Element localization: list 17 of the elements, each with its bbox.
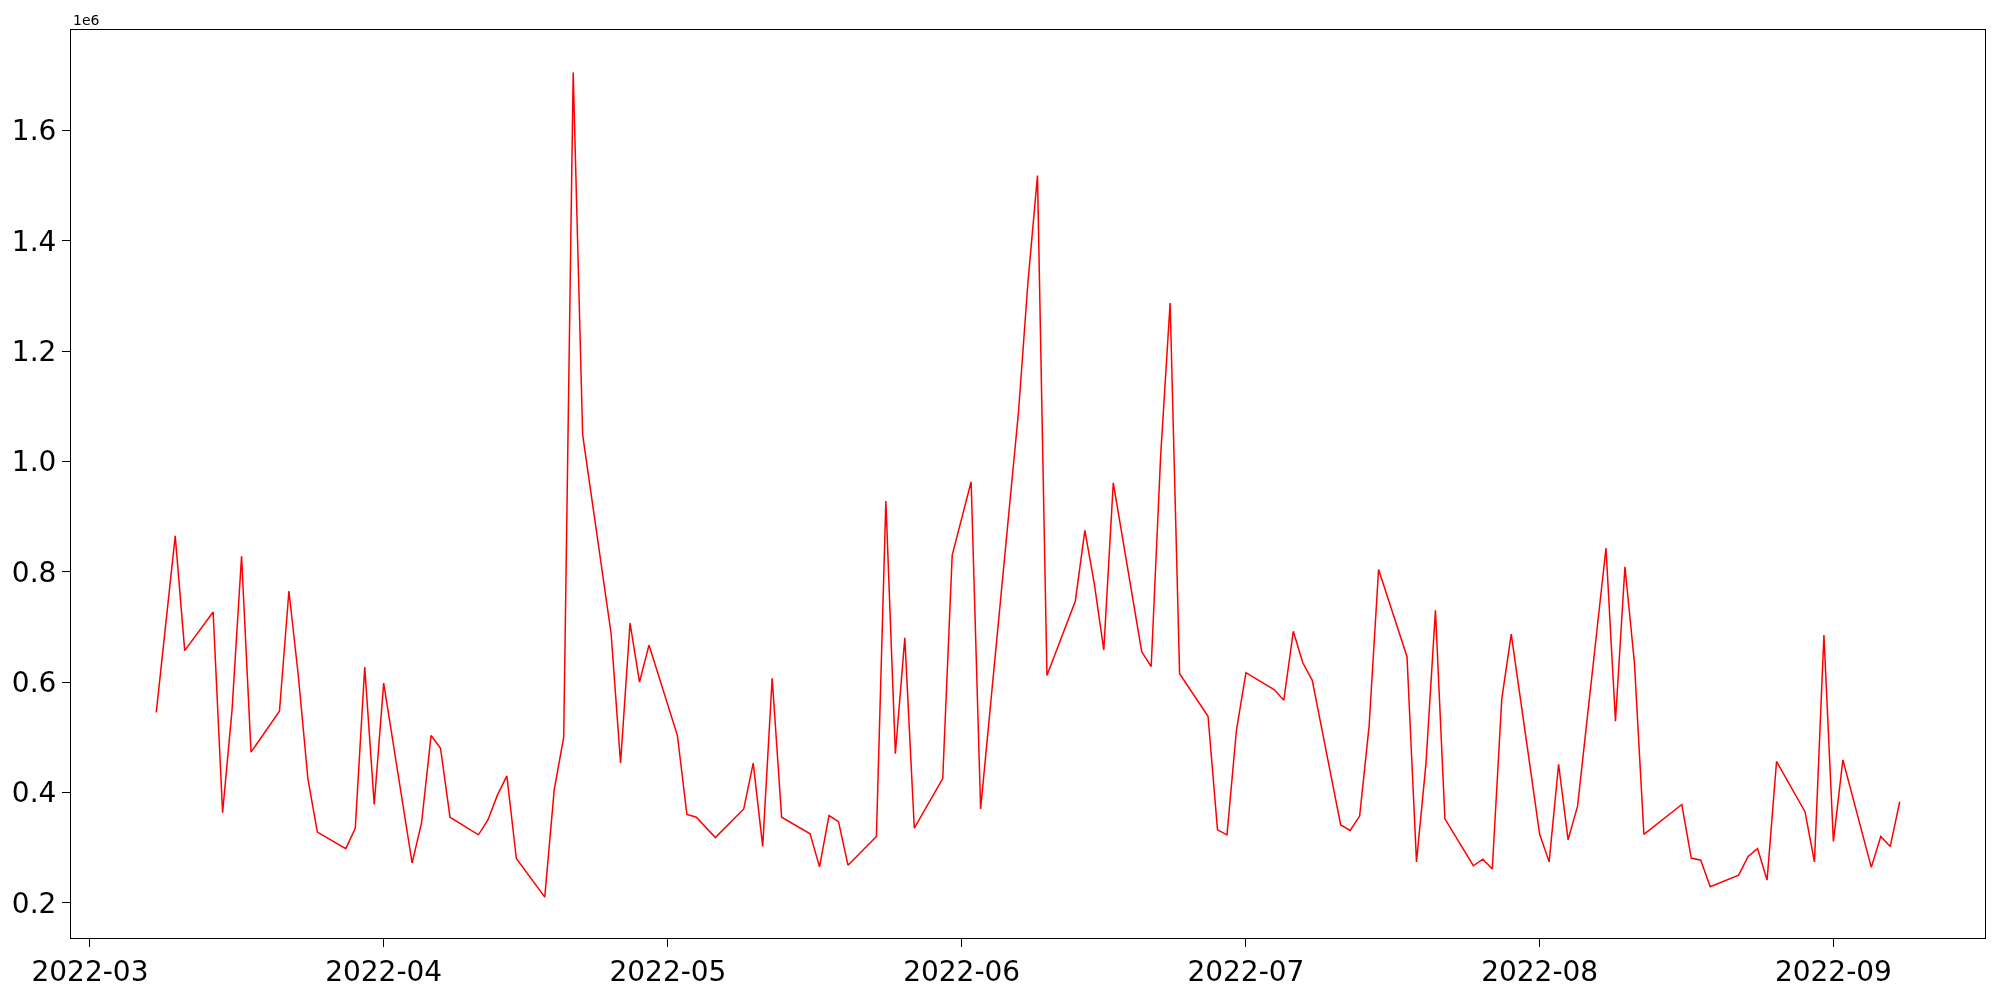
x-tick-label: 2022-03 — [31, 954, 149, 988]
y-tick-label: 0.8 — [11, 555, 57, 589]
y-tick-label: 0.4 — [11, 776, 57, 810]
y-tick-label: 1.6 — [11, 114, 57, 148]
y-tick-label: 1.4 — [11, 224, 57, 258]
x-tick-label: 2022-09 — [1774, 954, 1892, 988]
y-tick-label: 1.0 — [11, 445, 57, 479]
x-tick-label: 2022-08 — [1481, 954, 1599, 988]
y-tick-label: 0.2 — [11, 886, 57, 920]
y-tick-label: 1.2 — [11, 334, 57, 368]
x-tick-label: 2022-06 — [903, 954, 1021, 988]
text: 1e6 — [73, 12, 100, 28]
x-tick-label: 2022-05 — [609, 954, 727, 988]
x-tick-label: 2022-04 — [325, 954, 443, 988]
line-series — [155, 71, 1901, 898]
x-tick-label: 2022-07 — [1187, 954, 1305, 988]
y-tick-label: 0.6 — [11, 665, 57, 699]
